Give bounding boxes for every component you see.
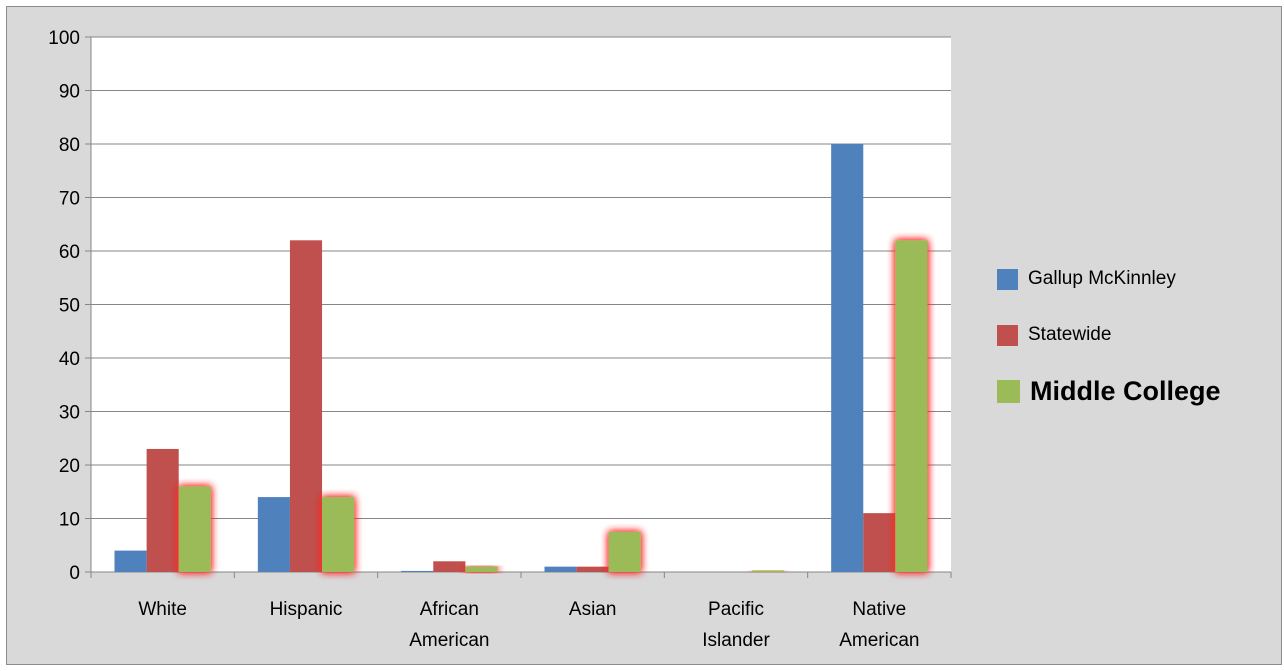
bar-gallup-mckinnley: [831, 144, 864, 572]
y-tick-label: 30: [59, 403, 80, 424]
legend-item-middle-college: Middle College: [997, 376, 1221, 406]
legend-swatch: [997, 379, 1020, 403]
bar-statewide: [576, 566, 609, 572]
legend-item-statewide: Statewide: [997, 324, 1221, 346]
bar-middle-college: [178, 486, 211, 572]
y-tick-label: 90: [59, 82, 80, 103]
y-tick-label: 20: [59, 456, 80, 477]
x-tick-label: Native American: [839, 599, 919, 651]
legend-label: Middle College: [1030, 375, 1221, 406]
bars: [114, 144, 928, 573]
y-tick-label: 50: [59, 296, 80, 317]
bar-middle-college: [895, 240, 928, 573]
legend-swatch: [997, 268, 1018, 290]
bar-middle-college: [465, 566, 498, 572]
y-tick-label: 70: [59, 189, 80, 210]
x-tick-label: Hispanic: [270, 599, 343, 620]
x-tick-label: Asian: [569, 599, 617, 620]
y-tick-label: 0: [69, 563, 80, 584]
chart-container: 0 10 20 30 40 50 60 70 80 90 100 White Hispanic Afri…: [6, 6, 1282, 665]
bar-statewide: [146, 448, 179, 572]
x-tick-label: White: [138, 599, 187, 620]
legend-item-gallup-mckinnley: Gallup McKinnley: [997, 268, 1221, 290]
axes: [85, 36, 952, 578]
bar-middle-college: [608, 531, 641, 572]
bar-middle-college: [752, 570, 785, 572]
y-tick-label: 40: [59, 349, 80, 370]
bar-statewide: [289, 240, 323, 573]
y-tick-label: 60: [59, 242, 80, 263]
bar-chart: 0 10 20 30 40 50 60 70 80 90 100 White Hispanic Afri…: [48, 28, 952, 651]
bar-middle-college: [322, 497, 355, 572]
bar-gallup-mckinnley: [401, 570, 434, 572]
x-tick-labels: White Hispanic African American Asian Pacific…: [138, 599, 919, 651]
bar-statewide: [433, 561, 466, 572]
bar-statewide: [863, 513, 896, 572]
legend-label: Statewide: [1028, 324, 1112, 345]
bar-gallup-mckinnley: [257, 497, 290, 572]
y-tick-label: 100: [48, 28, 80, 49]
legend-label: Gallup McKinnley: [1028, 268, 1176, 289]
bar-gallup-mckinnley: [544, 566, 577, 572]
bar-gallup-mckinnley: [114, 550, 147, 572]
x-tick-label: African American: [409, 599, 489, 651]
x-tick-label: Pacific Islander: [702, 599, 770, 651]
gridlines: [91, 36, 951, 519]
legend: Gallup McKinnley Statewide Middle Colleg…: [997, 268, 1221, 437]
y-tick-label: 10: [59, 510, 80, 531]
y-tick-label: 80: [59, 135, 80, 156]
y-tick-labels: 0 10 20 30 40 50 60 70 80 90 100: [48, 28, 80, 584]
legend-swatch: [997, 324, 1018, 346]
